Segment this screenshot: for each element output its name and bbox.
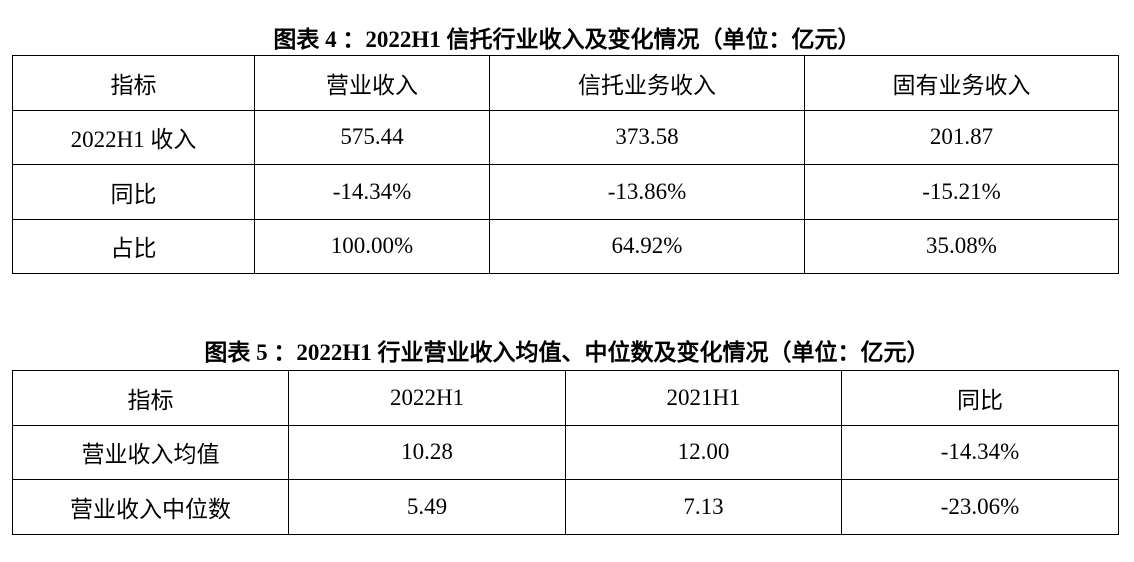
- table-row: 占比 100.00% 64.92% 35.08%: [12, 218, 1119, 274]
- table-cell: 7.13: [565, 479, 842, 535]
- table-cell: 固有业务收入: [804, 55, 1119, 111]
- table-row: 同比 -14.34% -13.86% -15.21%: [12, 164, 1119, 220]
- table-cell: 2021H1: [565, 370, 842, 426]
- table-cell: -23.06%: [841, 479, 1119, 535]
- table-cell: 营业收入中位数: [12, 479, 289, 535]
- table-cell: 信托业务收入: [489, 55, 805, 111]
- table-cell: 373.58: [489, 109, 805, 165]
- table-row: 营业收入均值 10.28 12.00 -14.34%: [12, 424, 1119, 480]
- table-cell: 12.00: [565, 424, 842, 480]
- table-cell: 201.87: [804, 109, 1119, 165]
- data-table: 指标 营业收入 信托业务收入 固有业务收入 2022H1 收入 575.44 373.58 2…: [12, 55, 1119, 274]
- table-cell: 指标: [12, 55, 255, 111]
- data-table: 指标 2022H1 2021H1 同比 营业收入均值 10.28 12.00 -14.34% 营…: [12, 370, 1119, 535]
- table-cell: 营业收入均值: [12, 424, 289, 480]
- table-cell: 2022H1 收入: [12, 109, 255, 165]
- table-cell: -14.34%: [841, 424, 1119, 480]
- table-cell: 2022H1: [288, 370, 566, 426]
- table-cell: 同比: [841, 370, 1119, 426]
- table-cell: -14.34%: [254, 164, 490, 220]
- table-cell: 100.00%: [254, 218, 490, 274]
- table-cell: -13.86%: [489, 164, 805, 220]
- table-row: 营业收入中位数 5.49 7.13 -23.06%: [12, 479, 1119, 535]
- table-cell: 35.08%: [804, 218, 1119, 274]
- table-cell: 10.28: [288, 424, 566, 480]
- table-cell: 64.92%: [489, 218, 805, 274]
- table-cell: 占比: [12, 218, 255, 274]
- table-title: 图表 5 ：2022H1 行业营业收入均值、中位数及变化情况（单位：亿元）: [204, 340, 930, 365]
- table-cell: 575.44: [254, 109, 490, 165]
- table-cell: -15.21%: [804, 164, 1119, 220]
- table-row: 2022H1 收入 575.44 373.58 201.87: [12, 109, 1119, 165]
- table-cell: 指标: [12, 370, 289, 426]
- header-row: 指标 营业收入 信托业务收入 固有业务收入: [12, 55, 1119, 111]
- header-row: 指标 2022H1 2021H1 同比: [12, 370, 1119, 426]
- table-cell: 同比: [12, 164, 255, 220]
- table-title: 图表 4 ：2022H1 信托行业收入及变化情况（单位：亿元）: [273, 27, 861, 52]
- table-cell: 5.49: [288, 479, 566, 535]
- table-cell: 营业收入: [254, 55, 490, 111]
